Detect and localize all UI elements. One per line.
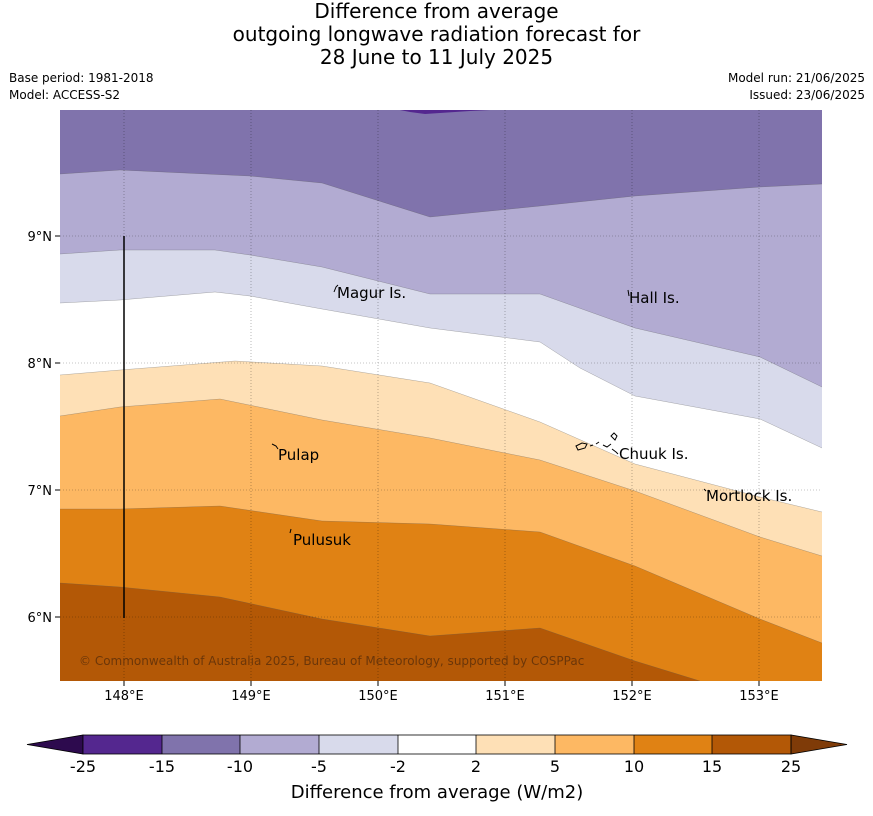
model-run-text: Model run: 21/06/2025 [727,71,865,85]
model-text: Model: ACCESS-S2 [9,88,121,102]
colorbar-swatch [634,735,712,754]
colorbar-title: Difference from average (W/m2) [291,782,583,803]
label-pulusuk: Pulusuk [293,531,351,549]
chart-title: Difference from average outgoing longwav… [0,0,873,69]
label-pulap: Pulap [278,446,319,464]
label-chuuk: Chuuk Is. [619,445,688,463]
label-magur: Magur Is. [337,284,406,302]
lon-tick-label: 152°E [612,689,652,704]
issued-text: Issued: 23/06/2025 [749,88,865,102]
colorbar-tick-label: -25 [70,757,96,776]
lat-tick-label: 7°N [28,484,53,499]
colorbar-tick-label: 25 [781,757,801,776]
magur-island [333,284,339,293]
colorbar-outline [82,734,792,755]
colorbar-swatch [162,735,240,754]
lon-tick-label: 148°E [104,689,144,704]
title-line-3: 28 June to 11 July 2025 [319,45,554,69]
band-m25-m15 [400,110,490,114]
place-labels: Magur Is. Hall Is. Pulap Chuuk Is. Mortl… [278,284,792,549]
lat-tick-label: 9°N [28,230,53,245]
chuuk-lagoon [575,432,619,455]
title-line-1: Difference from average [314,0,559,23]
lat-tick-label: 8°N [28,357,53,372]
hall-island [627,289,630,297]
meta-left: Base period: 1981-2018 Model: ACCESS-S2 [9,70,154,104]
axis-labels: 148°E 149°E 150°E 151°E 152°E 153°E 9°N … [28,230,779,704]
colorbar-tick-label: 5 [550,757,560,776]
colorbar-arrow-high [790,734,848,755]
colorbar-tick-label: 15 [702,757,722,776]
colorbar-tick-label: 2 [471,757,481,776]
lon-tick-label: 153°E [739,689,779,704]
mortlock-island [703,488,707,492]
colorbar-swatch [398,735,476,754]
axis-ticks [55,235,760,686]
colorbar-swatch [555,735,634,754]
copyright-text: © Commonwealth of Australia 2025, Bureau… [79,654,584,668]
colorbar-tick-label: -10 [227,757,253,776]
lon-tick-label: 151°E [485,689,525,704]
colorbar-swatch [83,735,162,754]
colorbar-tick-label: -2 [390,757,406,776]
lat-tick-label: 6°N [28,611,53,626]
colorbar-tick-label: -5 [311,757,327,776]
colorbar-swatch [476,735,555,754]
lon-tick-label: 149°E [231,689,271,704]
base-period-text: Base period: 1981-2018 [9,71,154,85]
colorbar-swatch [319,735,398,754]
pulusuk-island [289,528,292,534]
meta-right: Model run: 21/06/2025 Issued: 23/06/2025 [728,70,865,104]
colorbar-swatch [712,735,791,754]
pulap-island [271,443,279,450]
colorbar: -25 -15 -10 -5 -2 2 5 10 15 25 Differenc… [26,734,848,803]
colorbar-tick-label: 10 [624,757,644,776]
contour-lines [60,169,822,681]
island-outlines [271,284,707,534]
colorbar-swatch [240,735,319,754]
label-mortlock: Mortlock Is. [706,487,792,505]
band-p15-p25 [60,583,700,681]
colorbar-tick-label: -15 [149,757,175,776]
title-line-2: outgoing longwave radiation forecast for [232,22,641,46]
anomaly-bands: Magur Is. Hall Is. Pulap Chuuk Is. Mortl… [60,110,822,681]
colorbar-arrow-low [26,734,84,755]
label-hall: Hall Is. [629,289,680,307]
lon-tick-label: 150°E [358,689,398,704]
